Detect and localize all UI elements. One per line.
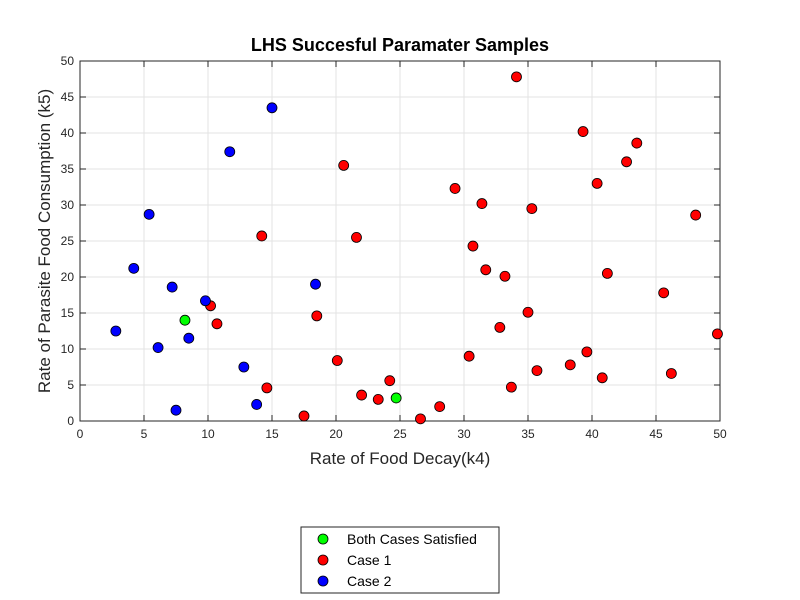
y-tick-label: 0 — [67, 414, 74, 428]
x-tick-label: 15 — [265, 427, 279, 441]
data-point-case-1 — [665, 368, 677, 379]
x-tick-label: 35 — [521, 427, 535, 441]
data-point-case-1 — [658, 287, 670, 299]
data-point-case-1 — [449, 183, 461, 194]
data-point-case-1 — [311, 310, 323, 322]
data-point-case-2 — [110, 325, 122, 337]
y-tick-label: 20 — [61, 270, 75, 284]
data-point-case-1 — [331, 355, 343, 366]
data-point-case-1 — [338, 159, 350, 171]
data-point-case-1 — [522, 306, 534, 318]
legend: Both Cases Satisfied Case 1 Case 2 — [300, 526, 500, 594]
data-point-case-1 — [577, 126, 589, 137]
y-tick-label: 15 — [61, 306, 75, 320]
data-point-case-1 — [351, 231, 362, 243]
data-point-case-2 — [266, 102, 278, 114]
y-tick-label: 10 — [61, 342, 75, 356]
axis-ticks: 0 5 10 15 20 25 30 35 40 45 50 0 5 10 15 20 25 30 35 40 45 50 — [61, 54, 727, 441]
data-point-case-1 — [596, 372, 608, 384]
data-point-case-1 — [384, 375, 396, 387]
data-point-case-1 — [601, 267, 613, 279]
data-point-case-1 — [256, 230, 268, 242]
x-tick-label: 5 — [141, 427, 148, 441]
data-point-case-2 — [128, 262, 140, 274]
data-point-case-1 — [434, 401, 446, 413]
data-point-both-cases-satisfied — [179, 314, 191, 326]
data-point-case-1 — [261, 382, 273, 394]
data-point-case-1 — [511, 71, 522, 83]
legend-label-case-2: Case 2 — [347, 573, 392, 589]
y-tick-label: 5 — [67, 378, 74, 392]
data-point-case-1 — [298, 410, 310, 422]
data-point-case-1 — [581, 346, 593, 358]
x-tick-label: 30 — [457, 427, 471, 441]
data-point-case-1 — [494, 321, 506, 333]
chart-title: LHS Succesful Paramater Samples — [251, 35, 549, 55]
data-point-case-1 — [505, 381, 517, 393]
x-tick-label: 40 — [585, 427, 599, 441]
y-tick-label: 30 — [61, 198, 75, 212]
data-points — [110, 71, 723, 425]
legend-marker-both-cases-satisfied — [317, 533, 329, 545]
y-tick-label: 50 — [61, 54, 75, 68]
legend-label-both-cases-satisfied: Both Cases Satisfied — [347, 531, 477, 547]
data-point-case-1 — [463, 350, 475, 362]
data-point-case-2 — [200, 295, 211, 307]
x-tick-label: 0 — [77, 427, 84, 441]
data-point-case-2 — [143, 208, 155, 220]
data-point-case-1 — [531, 365, 543, 377]
x-tick-label: 25 — [393, 427, 407, 441]
y-tick-label: 45 — [61, 90, 75, 104]
data-point-case-1 — [690, 209, 702, 221]
data-point-both-cases-satisfied — [390, 392, 402, 404]
data-point-case-2 — [170, 404, 182, 416]
x-axis-label: Rate of Food Decay(k4) — [310, 449, 490, 468]
data-point-case-1 — [631, 137, 643, 149]
legend-label-case-1: Case 1 — [347, 552, 392, 568]
data-point-case-2 — [183, 332, 195, 344]
data-point-case-1 — [591, 177, 603, 189]
data-point-case-1 — [476, 198, 488, 209]
data-point-case-1 — [564, 359, 576, 371]
legend-box — [300, 526, 500, 594]
data-point-case-2 — [152, 342, 164, 353]
data-point-case-1 — [467, 240, 479, 252]
y-axis-label: Rate of Parasite Food Consumption (k5) — [35, 89, 54, 393]
data-point-case-2 — [251, 399, 263, 410]
y-tick-label: 25 — [61, 234, 75, 248]
data-point-case-2 — [166, 281, 178, 293]
data-point-case-1 — [211, 318, 223, 330]
x-tick-label: 20 — [329, 427, 343, 441]
x-tick-label: 45 — [649, 427, 663, 441]
legend-marker-case-1 — [317, 554, 329, 566]
data-point-case-1 — [372, 393, 384, 405]
y-tick-label: 35 — [61, 162, 75, 176]
data-point-case-2 — [224, 146, 236, 158]
x-tick-label: 50 — [713, 427, 727, 441]
data-point-case-1 — [621, 156, 632, 168]
data-point-case-1 — [480, 264, 492, 276]
data-point-case-1 — [526, 203, 538, 215]
data-point-case-1 — [499, 270, 511, 282]
data-point-case-1 — [712, 328, 723, 340]
data-point-case-2 — [238, 361, 250, 373]
x-tick-label: 10 — [201, 427, 215, 441]
data-point-case-1 — [356, 389, 368, 401]
data-point-case-2 — [310, 278, 321, 290]
y-tick-label: 40 — [61, 126, 75, 140]
data-point-case-1 — [415, 413, 426, 425]
legend-marker-case-2 — [317, 575, 329, 587]
